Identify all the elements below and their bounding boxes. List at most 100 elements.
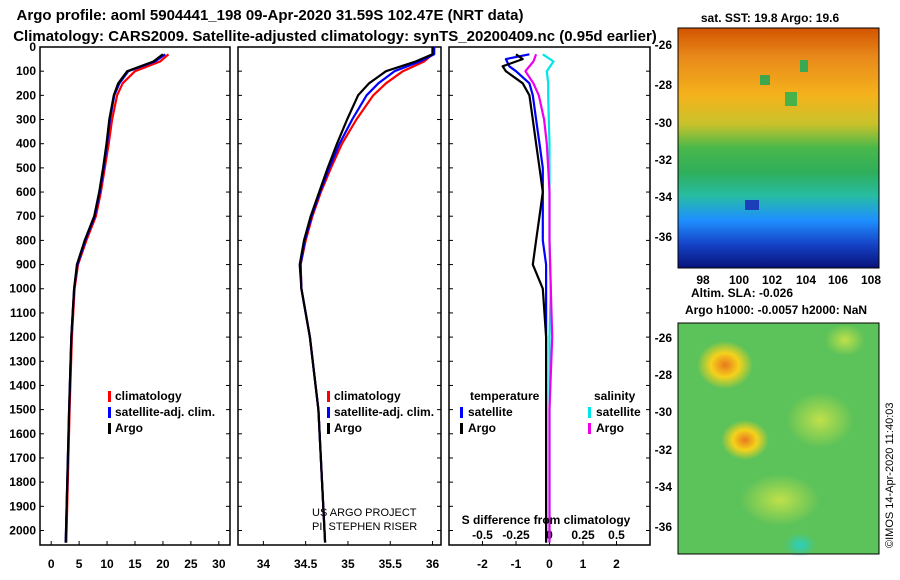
top-tick-label: -0.5 — [472, 528, 493, 542]
sst-y-tick: -30 — [655, 116, 673, 130]
sla-y-tick: -36 — [655, 520, 673, 534]
sla-map-feature — [721, 420, 769, 460]
series-line-argo — [298, 47, 434, 543]
legend-label-argo: Argo — [334, 421, 362, 435]
sst-map-image — [678, 28, 879, 268]
legend-label-argo: Argo — [115, 421, 143, 435]
top-tick-label: 0.5 — [608, 528, 625, 542]
imos-credit: ©IMOS 14-Apr-2020 11:40:03 — [884, 403, 896, 548]
x-tick-label: 0 — [48, 557, 55, 571]
depth-tick-label: 1600 — [9, 427, 36, 441]
x-tick-label: 30 — [212, 557, 226, 571]
depth-tick-label: 800 — [16, 233, 36, 247]
series-line-climatology — [65, 53, 170, 543]
sla-map-title-2: Argo h1000: -0.0057 h2000: NaN — [685, 303, 867, 317]
depth-tick-label: 100 — [16, 64, 36, 78]
sla-map-feature — [740, 474, 820, 526]
sst-map-patch — [745, 200, 759, 210]
sst-map-title: sat. SST: 19.8 Argo: 19.6 — [701, 11, 840, 25]
credit-pi: PI: STEPHEN RISER — [312, 521, 417, 533]
legend-label-sal-satellite: satellite — [596, 405, 641, 419]
sst-y-tick: -26 — [655, 38, 673, 52]
top-tick-label: 0.25 — [571, 528, 595, 542]
title-line-1: Argo profile: aoml 5904441_198 09-Apr-20… — [17, 7, 524, 24]
sla-map-ticks: -26 -28 -30 -32 -34 -36 — [655, 331, 673, 534]
sla-map-feature — [825, 324, 865, 356]
x-tick-label: 5 — [76, 557, 83, 571]
series-line-argo — [64, 53, 164, 543]
sla-map-frame — [677, 322, 880, 555]
depth-tick-label: 1200 — [9, 330, 36, 344]
depth-tick-label: 400 — [16, 137, 36, 151]
salinity-legend: climatology satellite-adj. clim. Argo US… — [312, 389, 434, 533]
x-tick-label: 20 — [156, 557, 170, 571]
sst-x-tick: 108 — [861, 273, 881, 287]
sst-x-tick: 100 — [729, 273, 749, 287]
profile-lines — [64, 47, 555, 543]
sst-x-tick: 102 — [762, 273, 782, 287]
legend-label-climatology: climatology — [334, 389, 401, 403]
depth-tick-label: 2000 — [9, 523, 36, 537]
title-line-2: Climatology: CARS2009. Satellite-adjuste… — [13, 28, 657, 45]
x-tick-label: -1 — [511, 557, 522, 571]
x-tick-label: 35.5 — [379, 557, 403, 571]
x-tick-label: 2 — [613, 557, 620, 571]
series-line-temperature-satellite — [504, 53, 548, 543]
legend-label-satellite-adj: satellite-adj. clim. — [115, 405, 215, 419]
sla-y-tick: -32 — [655, 443, 673, 457]
legend-group-salinity: salinity — [594, 389, 636, 403]
salinity-panel-frame — [237, 46, 442, 546]
depth-tick-label: 600 — [16, 185, 36, 199]
difference-legend: temperature salinity satellite Argo sate… — [460, 389, 641, 527]
depth-tick-label: 1400 — [9, 378, 36, 392]
legend-swatch-argo — [108, 423, 111, 434]
sst-y-tick: -28 — [655, 78, 673, 92]
sst-x-tick: 98 — [696, 273, 710, 287]
depth-tick-label: 900 — [16, 258, 36, 272]
x-tick-label: 36 — [426, 557, 440, 571]
x-tick-label: 35 — [341, 557, 355, 571]
sla-map-feature — [784, 533, 816, 557]
legend-label-sal-argo: Argo — [596, 421, 624, 435]
legend-swatch-climatology — [327, 391, 330, 402]
legend-swatch-satellite-adj — [108, 407, 111, 418]
legend-swatch-temp-satellite — [460, 407, 463, 418]
legend-label-climatology: climatology — [115, 389, 182, 403]
depth-tick-label: 1800 — [9, 475, 36, 489]
depth-tick-label: 200 — [16, 88, 36, 102]
legend-label-temp-satellite: satellite — [468, 405, 513, 419]
difference-subtitle: S difference from climatology — [462, 513, 631, 527]
sst-y-tick: -36 — [655, 230, 673, 244]
x-tick-label: -2 — [477, 557, 488, 571]
x-tick-label: 10 — [100, 557, 114, 571]
x-tick-label: 15 — [128, 557, 142, 571]
temperature-legend: climatology satellite-adj. clim. Argo — [108, 389, 215, 435]
legend-swatch-satellite-adj — [327, 407, 330, 418]
legend-group-temperature: temperature — [470, 389, 540, 403]
depth-tick-label: 700 — [16, 209, 36, 223]
legend-swatch-climatology — [108, 391, 111, 402]
top-tick-label: -0.25 — [502, 528, 530, 542]
sst-map-ticks: -26 -28 -30 -32 -34 -36 98 100 102 104 1… — [655, 38, 882, 287]
axis-ticks: 0100200300400500600700800900100011001200… — [9, 40, 650, 571]
sla-y-tick: -28 — [655, 368, 673, 382]
series-line-salinity-argo — [524, 53, 554, 543]
legend-swatch-argo — [327, 423, 330, 434]
sla-y-tick: -26 — [655, 331, 673, 345]
sst-y-tick: -32 — [655, 153, 673, 167]
x-tick-label: 0 — [546, 557, 553, 571]
depth-tick-label: 300 — [16, 113, 36, 127]
sst-map-frame — [677, 27, 880, 269]
sla-map-title-1: Altim. SLA: -0.026 — [691, 286, 793, 300]
depth-tick-label: 500 — [16, 161, 36, 175]
depth-tick-label: 1100 — [10, 306, 36, 320]
sla-y-tick: -34 — [655, 480, 673, 494]
legend-swatch-sal-satellite — [588, 407, 591, 418]
depth-tick-label: 0 — [29, 40, 36, 54]
sst-map-patch — [785, 92, 797, 106]
depth-tick-label: 1300 — [9, 354, 36, 368]
series-line-salinity-satellite — [542, 53, 555, 543]
legend-label-satellite-adj: satellite-adj. clim. — [334, 405, 434, 419]
sst-x-tick: 104 — [796, 273, 816, 287]
